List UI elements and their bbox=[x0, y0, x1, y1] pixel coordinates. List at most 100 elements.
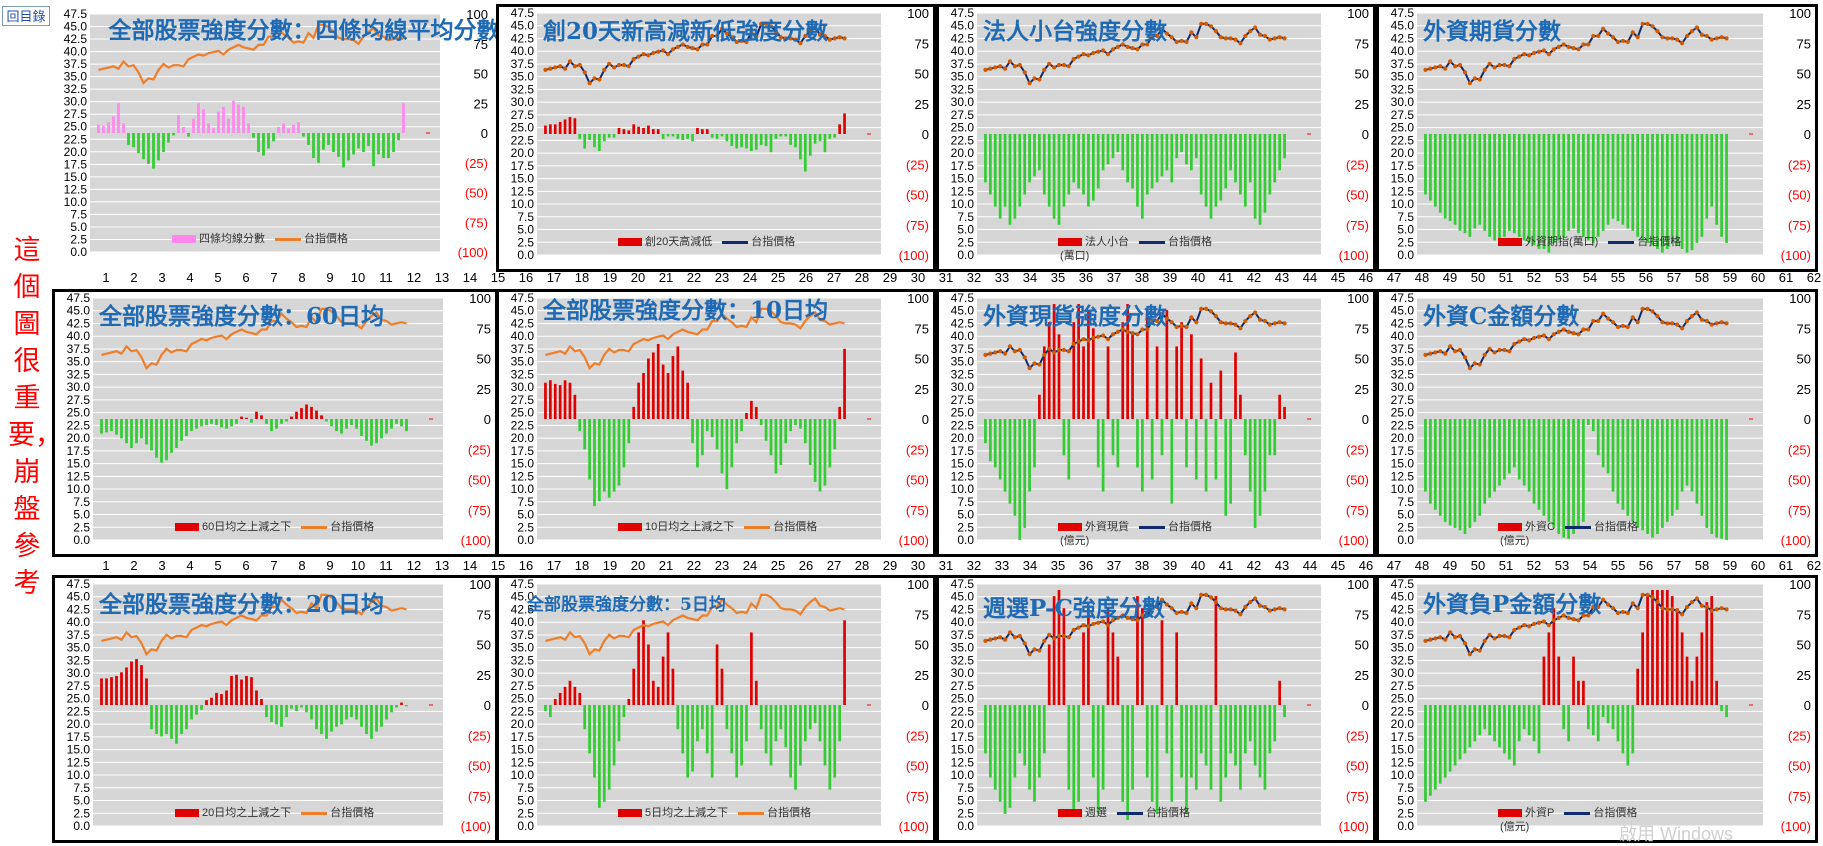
bar bbox=[1705, 134, 1709, 219]
price-point bbox=[1571, 330, 1576, 336]
bar bbox=[330, 419, 333, 427]
left-axis-tick: 30.0 bbox=[951, 380, 975, 394]
bar bbox=[1488, 134, 1491, 237]
price-point bbox=[1253, 596, 1258, 601]
left-axis-tick: 42.5 bbox=[511, 31, 535, 45]
column-number: 55 bbox=[1610, 270, 1626, 285]
bar bbox=[1180, 705, 1183, 778]
price-point bbox=[1081, 623, 1086, 628]
legend-line-label: 台指價格 bbox=[773, 521, 818, 533]
chart-panel: 47.5 45.0 42.5 40.0 37.5 35.0 32.5 30.0 27.5 25.0… bbox=[496, 289, 936, 557]
bar bbox=[377, 133, 380, 155]
bar bbox=[1641, 134, 1644, 241]
price-point bbox=[1482, 352, 1487, 357]
right-axis-tick: (50) bbox=[465, 186, 488, 201]
price-point bbox=[1179, 609, 1184, 614]
bar bbox=[265, 705, 268, 718]
bar bbox=[710, 134, 714, 138]
bar bbox=[813, 705, 817, 724]
bar bbox=[993, 705, 997, 790]
left-axis-tick: 15.0 bbox=[64, 170, 88, 184]
bar bbox=[573, 118, 577, 134]
bar bbox=[392, 133, 395, 153]
price-point bbox=[1150, 33, 1155, 39]
bar bbox=[350, 419, 353, 426]
price-point bbox=[734, 39, 739, 45]
column-number: 28 bbox=[854, 558, 870, 573]
bar bbox=[1126, 134, 1129, 183]
bar bbox=[1263, 705, 1267, 790]
column-number: 31 bbox=[938, 270, 954, 285]
bar bbox=[1542, 134, 1546, 249]
bar bbox=[1670, 419, 1674, 516]
bar bbox=[1512, 134, 1516, 234]
price-point bbox=[1684, 604, 1690, 610]
bar bbox=[267, 133, 270, 149]
back-to-index-button[interactable]: 回目錄 bbox=[2, 6, 50, 26]
bar bbox=[1522, 134, 1526, 241]
bar bbox=[132, 133, 135, 148]
price-point bbox=[798, 41, 803, 46]
bar bbox=[1239, 134, 1242, 195]
bar bbox=[1537, 134, 1541, 249]
column-number: 23 bbox=[714, 270, 730, 285]
column-number-row-1: 1 2 3 4 5 6 7 8 9 10 11 12 13 14 15 16 17 18 19 20 21 22 23 24 2… bbox=[78, 269, 1821, 287]
left-axis-tick: 42.5 bbox=[951, 316, 975, 330]
bar bbox=[656, 686, 660, 705]
column-number: 54 bbox=[1582, 558, 1598, 573]
bar bbox=[135, 659, 138, 705]
bar bbox=[275, 705, 278, 725]
price-point bbox=[1615, 610, 1621, 616]
price-point bbox=[1154, 318, 1160, 324]
left-axis-tick: 32.5 bbox=[951, 82, 975, 96]
bar bbox=[1710, 134, 1714, 207]
legend-line-swatch bbox=[1608, 240, 1635, 244]
column-number: 29 bbox=[882, 558, 898, 573]
bar bbox=[180, 419, 183, 441]
bar bbox=[651, 129, 655, 134]
chart-svg: 47.545.042.540.037.535.032.530.027.525.0… bbox=[511, 7, 929, 263]
bar bbox=[1641, 632, 1644, 705]
right-axis-tick: 25 bbox=[915, 668, 929, 683]
chart-panel: 47.5 45.0 42.5 40.0 37.5 35.0 32.5 30.0 27.5 25.0… bbox=[52, 575, 498, 843]
bar bbox=[265, 419, 268, 424]
bar bbox=[390, 419, 393, 429]
price-point bbox=[1105, 337, 1111, 342]
price-point bbox=[1184, 610, 1189, 616]
price-point bbox=[1719, 320, 1724, 325]
bar bbox=[1033, 705, 1036, 802]
bar bbox=[225, 690, 228, 705]
legend-bar-label: 5日均之上減之下 bbox=[645, 807, 729, 819]
bar bbox=[1547, 134, 1551, 253]
bar bbox=[375, 419, 378, 444]
price-point bbox=[1675, 608, 1680, 613]
left-axis-tick: 37.5 bbox=[951, 342, 975, 356]
bar bbox=[110, 419, 113, 432]
left-axis-tick: 47.5 bbox=[511, 292, 535, 305]
bar bbox=[1150, 134, 1154, 189]
bar bbox=[838, 406, 841, 419]
price-point bbox=[1497, 633, 1502, 639]
price-point bbox=[1556, 615, 1561, 620]
column-number: 6 bbox=[242, 270, 250, 285]
price-point bbox=[1159, 597, 1165, 602]
bar bbox=[1680, 632, 1684, 705]
bar bbox=[1636, 668, 1640, 705]
price-point bbox=[680, 42, 685, 47]
bar bbox=[1562, 705, 1566, 730]
column-number: 40 bbox=[1190, 558, 1206, 573]
left-axis-tick: 27.5 bbox=[951, 679, 975, 693]
bar bbox=[701, 129, 704, 134]
bar bbox=[240, 679, 243, 705]
bar bbox=[563, 686, 567, 705]
left-axis-tick: 5.0 bbox=[957, 223, 974, 237]
left-axis-tick: 10.0 bbox=[951, 197, 975, 211]
chart-title: 法人小台強度分數 bbox=[983, 18, 1167, 45]
chart-legend: 20日均之上減之下 台指價格 bbox=[175, 804, 374, 820]
column-number: 61 bbox=[1778, 558, 1794, 573]
left-axis-tick: 10.0 bbox=[951, 482, 975, 496]
right-axis-tick: (25) bbox=[1346, 442, 1369, 457]
price-point bbox=[1051, 350, 1057, 355]
bar bbox=[1180, 322, 1183, 419]
bar bbox=[1473, 419, 1477, 522]
